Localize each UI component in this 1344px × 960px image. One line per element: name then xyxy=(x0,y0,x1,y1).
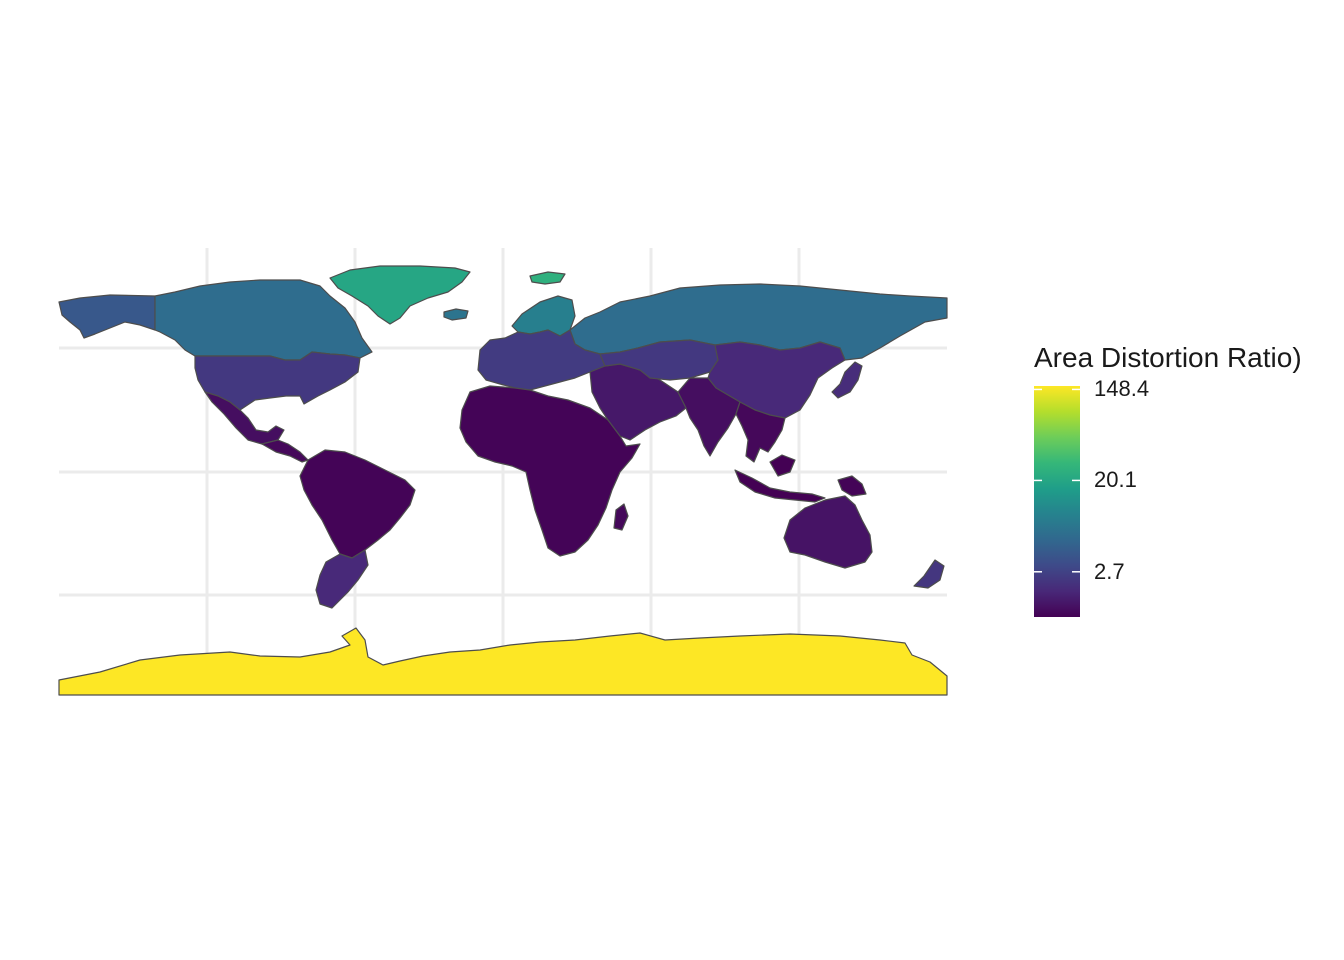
region-central-america xyxy=(261,439,309,463)
region-argentina-chile xyxy=(315,549,369,609)
legend-colorbar-fill xyxy=(1034,386,1080,617)
region-mexico xyxy=(204,391,285,445)
region-south-america xyxy=(299,449,416,559)
region-antarctica xyxy=(58,627,948,696)
region-madagascar xyxy=(613,503,629,531)
legend-title: Area Distortion Ratio) xyxy=(1034,342,1302,373)
region-africa xyxy=(459,385,641,557)
legend-colorbar xyxy=(1034,386,1080,617)
region-papua-new-guinea xyxy=(837,475,867,497)
region-alaska xyxy=(58,294,156,339)
region-svalbard xyxy=(529,271,566,285)
region-southeast-asia xyxy=(735,401,786,463)
region-australia xyxy=(783,495,873,569)
region-new-zealand xyxy=(913,559,945,589)
region-japan xyxy=(831,361,863,399)
region-india xyxy=(677,377,741,457)
region-iceland xyxy=(443,308,469,321)
legend-label: 2.7 xyxy=(1094,558,1125,584)
region-canada xyxy=(154,279,373,361)
region-indonesia xyxy=(734,454,826,503)
legend-label: 20.1 xyxy=(1094,467,1137,493)
country-layer xyxy=(58,265,948,696)
legend-label: 148.4 xyxy=(1094,376,1150,402)
legend: Area Distortion Ratio) 148.4 20.1 2.7 xyxy=(1034,340,1334,630)
region-greenland xyxy=(329,265,471,325)
legend-ticks xyxy=(1034,388,1080,573)
region-scandinavia xyxy=(511,295,576,337)
